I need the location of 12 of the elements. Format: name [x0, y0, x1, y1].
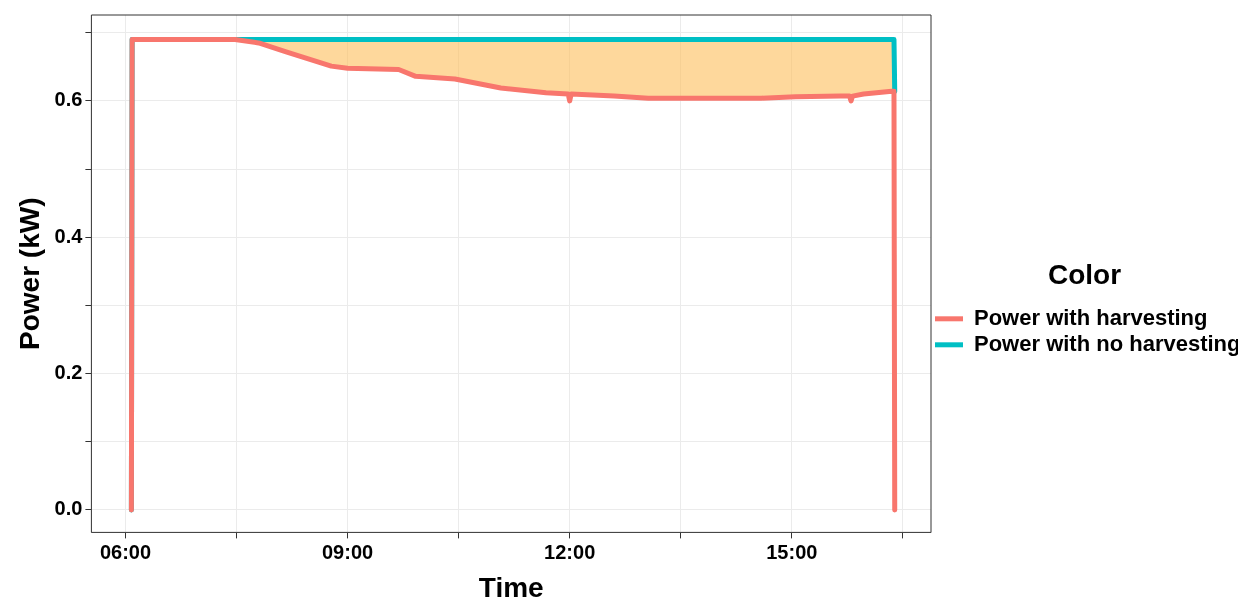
y-tick-label: 0.6 [54, 88, 83, 111]
legend-title: Color [1047, 258, 1122, 290]
x-tick-label: 15:00 [766, 540, 818, 563]
x-tick-label: 09:00 [322, 540, 374, 563]
x-axis-title: Time [478, 571, 544, 603]
y-tick-label: 0.2 [54, 361, 83, 384]
x-tick-label: 12:00 [544, 540, 596, 563]
y-axis-title: Power (kW) [13, 197, 45, 350]
legend-label: Power with harvesting [974, 304, 1208, 330]
y-tick-label: 0.0 [54, 497, 83, 520]
y-tick-label: 0.4 [54, 224, 84, 247]
x-tick-label: 06:00 [99, 540, 152, 563]
